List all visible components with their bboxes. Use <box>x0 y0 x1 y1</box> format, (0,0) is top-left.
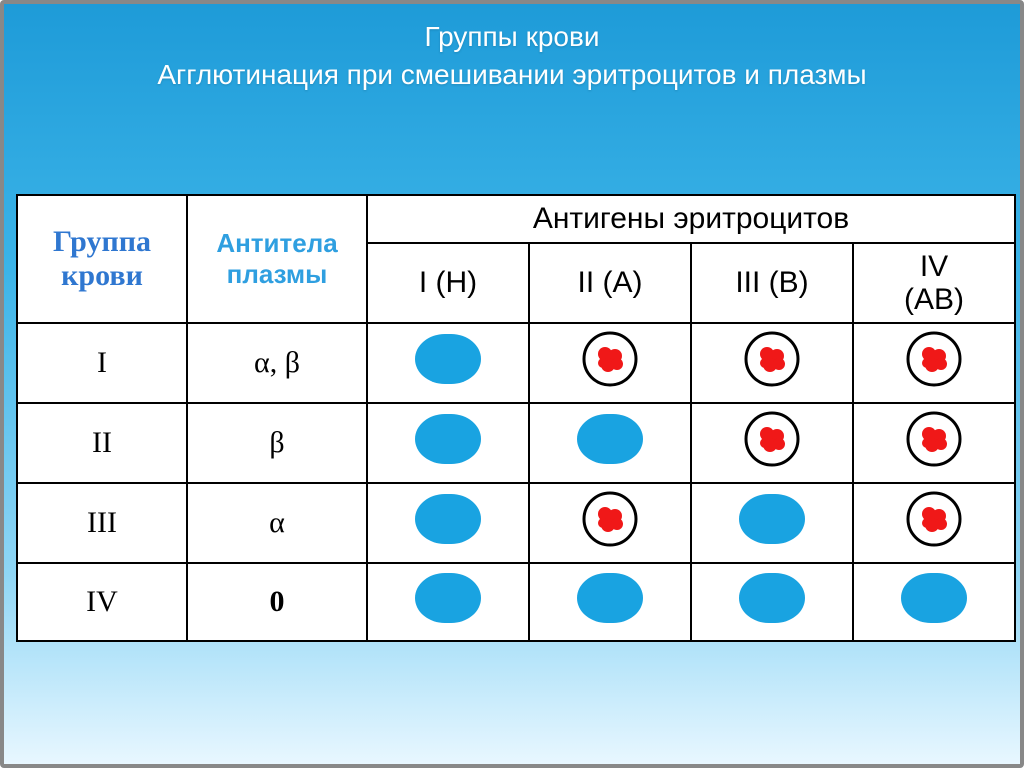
sub-hdr-4a: IV <box>920 250 948 283</box>
hdr-antigens: Антигены эритроцитов <box>367 195 1015 243</box>
drop-no-agglutination-icon <box>577 414 643 464</box>
drop-agglutination-icon <box>743 330 801 388</box>
result-cell <box>691 403 853 483</box>
sub-hdr-4b: (AB) <box>904 283 964 316</box>
row-group-label: IV <box>17 563 187 641</box>
result-cell <box>367 563 529 641</box>
drop-no-agglutination-icon <box>415 414 481 464</box>
result-cell <box>367 323 529 403</box>
result-cell <box>691 323 853 403</box>
result-cell <box>853 403 1015 483</box>
table-wrap: Группа крови Антитела плазмы Антигены эр… <box>16 194 1016 642</box>
drop-agglutination-icon <box>581 330 639 388</box>
result-cell <box>853 563 1015 641</box>
row-antibody-label: α, β <box>187 323 367 403</box>
title-line-1: Группы крови <box>4 18 1020 56</box>
table-row: Iα, β <box>17 323 1015 403</box>
result-cell <box>367 483 529 563</box>
table-row: IV0 <box>17 563 1015 641</box>
sub-hdr-4: IV (AB) <box>853 243 1015 323</box>
row-antibody-label: β <box>187 403 367 483</box>
result-cell <box>529 483 691 563</box>
table-row: IIIα <box>17 483 1015 563</box>
drop-agglutination-icon <box>905 330 963 388</box>
result-cell <box>367 403 529 483</box>
row-group-label: III <box>17 483 187 563</box>
row-antibody-label: α <box>187 483 367 563</box>
hdr-group: Группа крови <box>17 195 187 323</box>
drop-agglutination-icon <box>743 410 801 468</box>
title-block: Группы крови Агглютинация при смешивании… <box>4 4 1020 94</box>
row-group-label: II <box>17 403 187 483</box>
title-line-2: Агглютинация при смешивании эритроцитов … <box>4 56 1020 94</box>
result-cell <box>853 483 1015 563</box>
hdr-plasma: Антитела плазмы <box>187 195 367 323</box>
result-cell <box>529 403 691 483</box>
result-cell <box>691 563 853 641</box>
drop-agglutination-icon <box>905 410 963 468</box>
drop-agglutination-icon <box>905 490 963 548</box>
sub-hdr-1: I (H) <box>367 243 529 323</box>
drop-agglutination-icon <box>581 490 639 548</box>
drop-no-agglutination-icon <box>739 494 805 544</box>
row-antibody-label: 0 <box>187 563 367 641</box>
result-cell <box>691 483 853 563</box>
agglutination-table: Группа крови Антитела плазмы Антигены эр… <box>16 194 1016 642</box>
drop-no-agglutination-icon <box>415 573 481 623</box>
sub-hdr-3: III (B) <box>691 243 853 323</box>
result-cell <box>853 323 1015 403</box>
drop-no-agglutination-icon <box>415 494 481 544</box>
table-row: IIβ <box>17 403 1015 483</box>
result-cell <box>529 563 691 641</box>
drop-no-agglutination-icon <box>415 334 481 384</box>
drop-no-agglutination-icon <box>577 573 643 623</box>
slide: Группы крови Агглютинация при смешивании… <box>0 0 1024 768</box>
drop-no-agglutination-icon <box>901 573 967 623</box>
drop-no-agglutination-icon <box>739 573 805 623</box>
sub-hdr-2: II (A) <box>529 243 691 323</box>
result-cell <box>529 323 691 403</box>
row-group-label: I <box>17 323 187 403</box>
